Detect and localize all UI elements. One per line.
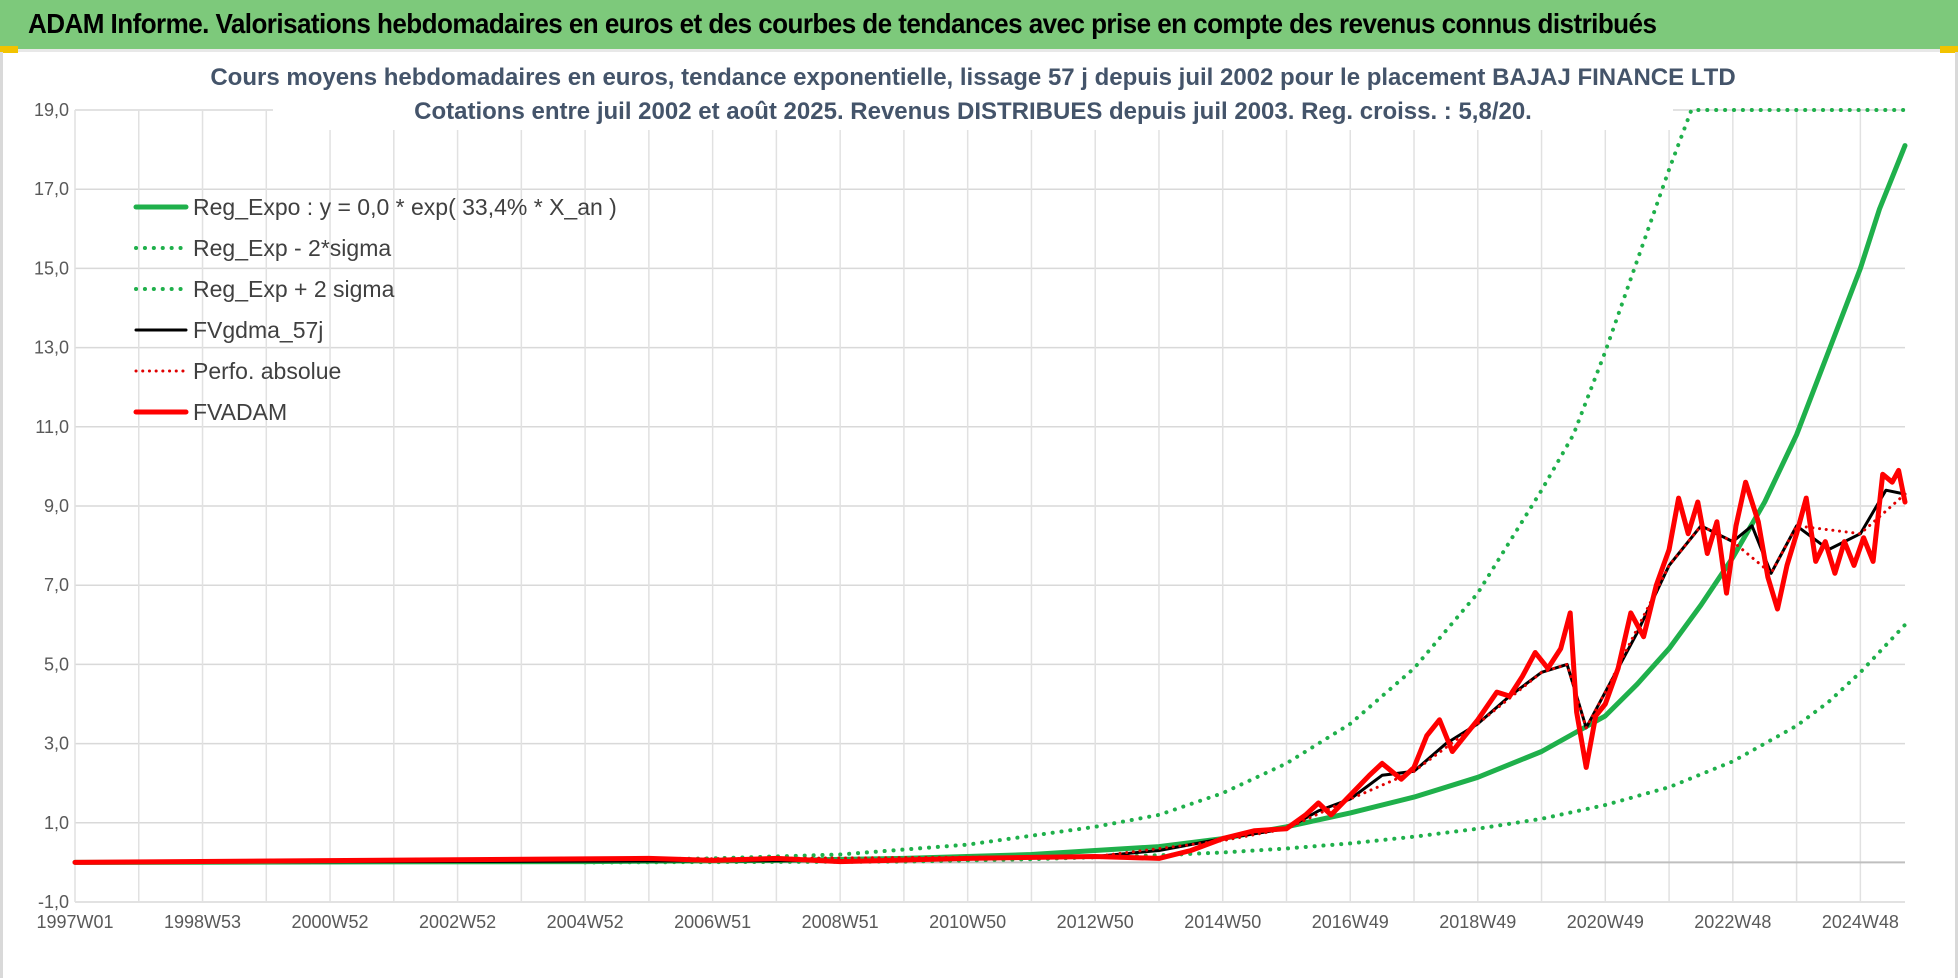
chart-title-line-1: Cours moyens hebdomadaires en euros, ten…: [210, 64, 1735, 91]
legend-entry: Reg_Expo : y = 0,0 * exp( 33,4% * X_an ): [193, 194, 617, 220]
chart-title-line-2: Cotations entre juil 2002 et août 2025. …: [414, 98, 1532, 125]
y-tick-label: 3,0: [44, 734, 69, 754]
x-tick-label: 2004W52: [547, 912, 624, 932]
legend-entry: FVADAM: [193, 399, 287, 425]
x-tick-label: 2020W49: [1567, 912, 1644, 932]
x-tick-label: 2012W50: [1057, 912, 1134, 932]
x-tick-label: 2010W50: [929, 912, 1006, 932]
legend-entry: FVgdma_57j: [193, 317, 323, 343]
x-tick-label: 2018W49: [1439, 912, 1516, 932]
y-tick-label: 1,0: [44, 813, 69, 833]
x-tick-label: 2014W50: [1184, 912, 1261, 932]
corner-marker-left: [0, 46, 18, 53]
axes: -1,0 1,0 3,0 5,0 7,0 9,0 11,0 13,0 15,0 17,0 19,0 1…: [34, 100, 1905, 932]
x-tick-label: 1997W01: [36, 912, 113, 932]
y-tick-label: 11,0: [35, 417, 69, 437]
legend-entry: Perfo. absolue: [193, 358, 341, 384]
x-tick-label: 2022W48: [1694, 912, 1771, 932]
y-tick-label: 17,0: [34, 179, 69, 199]
report-title: ADAM Informe. Valorisations hebdomadaire…: [28, 8, 1657, 39]
x-tick-label: 2006W51: [674, 912, 751, 932]
y-tick-label: 7,0: [44, 575, 69, 595]
series-line-3: [455, 108, 1907, 864]
series-line-6: [72, 467, 1908, 865]
corner-marker-right: [1940, 46, 1958, 53]
x-tick-label: 2002W52: [419, 912, 496, 932]
grid: [74, 109, 1905, 903]
y-tick-label: 15,0: [34, 258, 69, 278]
chart-title: Cours moyens hebdomadaires en euros, ten…: [210, 60, 1736, 130]
y-tick-label: 5,0: [44, 654, 69, 674]
series-line-5: [73, 492, 1907, 864]
y-tick-label: -1,0: [38, 892, 69, 912]
x-tick-label: 2008W51: [802, 912, 879, 932]
legend: Reg_Expo : y = 0,0 * exp( 33,4% * X_an )…: [133, 194, 617, 425]
x-tick-label: 2000W52: [292, 912, 369, 932]
line-chart: -1,0 1,0 3,0 5,0 7,0 9,0 11,0 13,0 15,0 17,0 19,0 1…: [34, 60, 1908, 932]
x-tick-label: 2024W48: [1822, 912, 1899, 932]
series-lines: [72, 108, 1908, 865]
legend-entry: Reg_Exp + 2 sigma: [193, 276, 395, 302]
x-tick-label: 2016W49: [1312, 912, 1389, 932]
legend-entry: Reg_Exp - 2*sigma: [193, 235, 391, 261]
report-header: ADAM Informe. Valorisations hebdomadaire…: [0, 0, 1958, 52]
chart-container: -1,0 1,0 3,0 5,0 7,0 9,0 11,0 13,0 15,0 17,0 19,0 1…: [0, 52, 1958, 978]
y-tick-label: 13,0: [34, 338, 69, 358]
series-line-1: [72, 143, 1908, 865]
y-tick-label: 19,0: [34, 100, 69, 120]
x-tick-label: 1998W53: [164, 912, 241, 932]
y-tick-label: 9,0: [44, 496, 69, 516]
series-line-4: [73, 488, 1907, 864]
series-line-2: [583, 622, 1907, 865]
